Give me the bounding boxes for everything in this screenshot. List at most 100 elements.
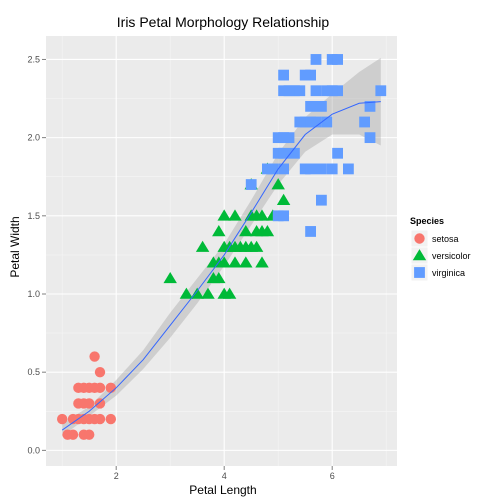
versicolor-point: [217, 209, 231, 221]
setosa-point: [78, 382, 90, 394]
setosa-point: [94, 382, 106, 394]
virginica-point: [364, 100, 376, 112]
y-tick-label: 2.0: [27, 133, 40, 143]
chart-title: Iris Petal Morphology Relationship: [117, 14, 330, 30]
setosa-point: [105, 413, 117, 425]
legend-item-virginica: virginica: [410, 263, 465, 282]
virginica-point: [305, 226, 316, 237]
virginica-point: [283, 132, 295, 144]
versicolor-point: [239, 225, 253, 237]
confidence-ribbon-layer: [62, 57, 381, 437]
versicolor-point: [217, 256, 231, 268]
virginica-point: [299, 163, 311, 175]
versicolor-point: [212, 225, 226, 237]
legend: Species setosa versicolor virginica: [410, 216, 471, 282]
virginica-point: [359, 116, 370, 128]
versicolor-point: [222, 287, 237, 299]
smooth-line-layer: [61, 101, 381, 431]
versicolor-point: [271, 178, 285, 190]
setosa-point: [89, 351, 100, 362]
virginica-point: [294, 85, 306, 97]
virginica-point: [332, 147, 343, 159]
legend-item-versicolor: versicolor: [410, 246, 471, 265]
legend-key-triangle: [412, 249, 427, 261]
x-tick-label: 4: [222, 471, 227, 481]
legend-label-setosa: setosa: [432, 234, 459, 244]
virginica-point: [332, 54, 343, 65]
y-tick-label: 0.5: [27, 367, 40, 377]
virginica-point: [299, 116, 311, 128]
virginica-point: [272, 132, 284, 144]
legend-label-virginica: virginica: [432, 268, 465, 278]
setosa-point: [105, 382, 117, 394]
virginica-point: [375, 85, 387, 97]
x-tick-label: 2: [114, 471, 119, 481]
versicolor-point: [212, 271, 226, 284]
legend-label-versicolor: versicolor: [432, 251, 471, 261]
virginica-point: [272, 210, 284, 222]
versicolor-point: [179, 287, 194, 299]
virginica-point: [316, 163, 327, 175]
virginica-point: [321, 116, 333, 128]
y-tick-label: 2.5: [27, 54, 40, 64]
y-tick-label: 0.0: [27, 445, 40, 455]
versicolor-point: [255, 256, 269, 268]
virginica-point: [289, 147, 300, 159]
confidence-ribbon: [62, 57, 381, 437]
y-tick-label: 1.5: [27, 211, 40, 221]
virginica-point: [267, 163, 279, 175]
versicolor-point: [201, 287, 215, 299]
smooth-line: [61, 101, 381, 431]
virginica-point: [343, 163, 354, 175]
x-axis: 2 4 6: [114, 466, 335, 481]
virginica-point: [305, 100, 316, 112]
virginica-point: [364, 132, 376, 144]
legend-key-square: [414, 267, 425, 278]
setosa-point: [67, 429, 79, 440]
versicolor-point: [255, 209, 269, 221]
y-axis-title: Petal Width: [8, 216, 22, 277]
versicolor-point: [249, 240, 264, 252]
legend-item-setosa: setosa: [410, 229, 459, 248]
virginica-point: [278, 210, 289, 222]
setosa-point: [84, 429, 95, 440]
x-axis-title: Petal Length: [189, 483, 256, 497]
virginica-point: [278, 69, 289, 81]
setosa-point: [57, 413, 68, 425]
versicolor-point: [190, 287, 204, 299]
virginica-point: [326, 85, 338, 97]
versicolor-point: [228, 256, 242, 268]
virginica-point: [326, 163, 338, 175]
virginica-point: [326, 54, 338, 65]
versicolor-point: [228, 209, 242, 221]
virginica-point: [310, 85, 322, 97]
versicolor-point: [163, 271, 177, 284]
virginica-point: [332, 85, 343, 97]
y-axis: 0.0 0.5 1.0 1.5 2.0 2.5: [27, 54, 46, 455]
virginica-point: [278, 147, 289, 159]
setosa-point: [94, 398, 106, 409]
virginica-point: [278, 163, 289, 175]
legend-key-circle: [414, 233, 425, 244]
virginica-point: [310, 54, 322, 65]
setosa-point: [94, 366, 106, 378]
virginica-point: [316, 194, 327, 206]
virginica-point: [305, 163, 316, 175]
minor-grid: [46, 36, 397, 466]
setosa-point: [94, 413, 106, 425]
versicolor-point: [276, 193, 291, 205]
y-tick-label: 1.0: [27, 289, 40, 299]
versicolor-point: [239, 256, 253, 268]
virginica-point: [310, 116, 322, 128]
versicolor-point: [260, 225, 275, 237]
virginica-point: [316, 100, 327, 112]
virginica-point: [272, 147, 284, 159]
virginica-point: [305, 69, 316, 81]
legend-title: Species: [410, 216, 444, 226]
setosa-point: [84, 398, 95, 409]
versicolor-point: [195, 240, 210, 252]
virginica-point: [245, 179, 257, 190]
x-tick-label: 6: [330, 471, 335, 481]
virginica-point: [299, 69, 311, 81]
